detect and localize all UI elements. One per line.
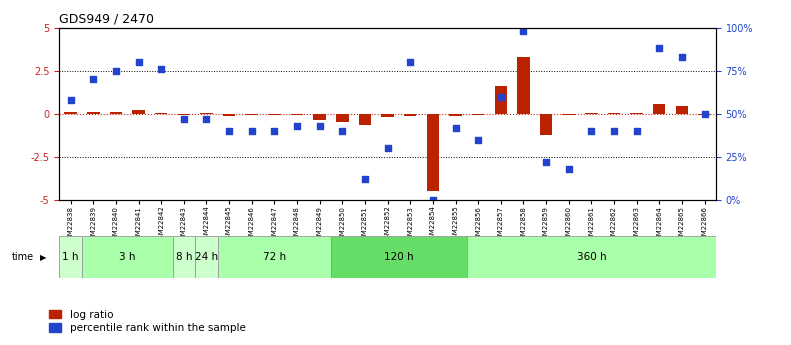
Bar — [336, 114, 349, 122]
Bar — [178, 114, 190, 115]
Bar — [404, 114, 416, 116]
Bar — [155, 113, 168, 114]
Bar — [562, 114, 575, 115]
Text: 3 h: 3 h — [119, 252, 135, 262]
Bar — [331, 236, 467, 278]
Point — [291, 123, 304, 129]
Bar — [653, 104, 665, 114]
Bar — [313, 114, 326, 120]
Bar — [223, 114, 236, 116]
Bar — [698, 114, 711, 115]
Point — [155, 66, 168, 72]
Point — [177, 116, 190, 122]
Point — [110, 68, 123, 73]
Point — [585, 128, 598, 134]
Point — [517, 28, 530, 34]
Bar — [218, 236, 331, 278]
Bar — [87, 112, 100, 114]
Bar — [676, 106, 688, 114]
Point — [336, 128, 349, 134]
Bar — [426, 114, 439, 191]
Point — [676, 54, 688, 60]
Point — [607, 128, 620, 134]
Bar — [172, 236, 195, 278]
Text: 72 h: 72 h — [263, 252, 286, 262]
Point — [426, 197, 439, 203]
Text: time: time — [12, 252, 34, 262]
Point — [64, 97, 77, 103]
Bar — [539, 114, 552, 135]
Bar — [607, 113, 620, 114]
Bar — [110, 112, 122, 114]
Text: 1 h: 1 h — [62, 252, 79, 262]
Bar — [585, 113, 597, 114]
Bar — [359, 114, 371, 125]
Bar — [195, 236, 218, 278]
Bar — [268, 114, 281, 115]
Point — [653, 46, 665, 51]
Point — [539, 159, 552, 165]
Text: 360 h: 360 h — [577, 252, 606, 262]
Point — [313, 123, 326, 129]
Point — [698, 111, 711, 117]
Bar — [59, 236, 82, 278]
Bar — [291, 114, 303, 115]
Point — [87, 77, 100, 82]
Text: ▶: ▶ — [40, 253, 46, 262]
Point — [381, 146, 394, 151]
Text: 120 h: 120 h — [384, 252, 414, 262]
Bar — [467, 236, 716, 278]
Point — [449, 125, 462, 130]
Bar — [517, 57, 530, 114]
Point — [132, 59, 145, 65]
Point — [404, 59, 417, 65]
Point — [200, 116, 213, 122]
Point — [471, 137, 484, 142]
Bar — [630, 113, 643, 114]
Bar — [381, 114, 394, 117]
Bar — [494, 86, 507, 114]
Bar — [82, 236, 172, 278]
Point — [268, 128, 281, 134]
Legend: log ratio, percentile rank within the sample: log ratio, percentile rank within the sa… — [49, 310, 245, 333]
Bar — [64, 112, 77, 114]
Bar — [449, 114, 462, 116]
Text: GDS949 / 2470: GDS949 / 2470 — [59, 12, 154, 25]
Point — [358, 177, 371, 182]
Text: 8 h: 8 h — [176, 252, 192, 262]
Point — [245, 128, 258, 134]
Point — [630, 128, 643, 134]
Bar — [200, 113, 213, 114]
Bar — [132, 110, 145, 114]
Bar — [245, 114, 258, 115]
Bar — [472, 114, 484, 115]
Point — [494, 94, 507, 99]
Text: 24 h: 24 h — [195, 252, 218, 262]
Point — [562, 166, 575, 172]
Point — [223, 128, 236, 134]
